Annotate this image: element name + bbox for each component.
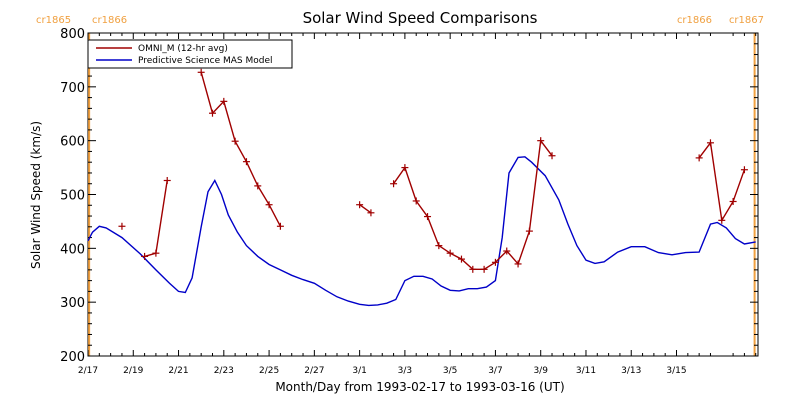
x-tick-label: 2/21 [168, 366, 188, 376]
omni-data-point [457, 255, 465, 263]
omni-data-point [718, 216, 726, 224]
legend-label-mas: Predictive Science MAS Model [138, 56, 273, 66]
carrington-lines [88, 33, 756, 356]
data-series [87, 68, 756, 307]
omni-data-point [401, 164, 409, 172]
omni-data-point [525, 227, 533, 235]
omni-data-point [435, 242, 443, 250]
cr-label-left-1: cr1865 [36, 15, 71, 26]
omni-data-point [254, 182, 262, 190]
omni-data-point [491, 258, 499, 266]
y-tick-label: 400 [60, 242, 85, 257]
x-tick-label: 3/5 [443, 366, 457, 376]
omni-data-point [220, 97, 228, 105]
omni-data-point [424, 213, 432, 221]
omni-data-point [503, 247, 511, 255]
x-tick-label: 3/1 [352, 366, 366, 376]
plot-area-frame [87, 32, 759, 357]
omni-data-point [231, 137, 239, 145]
omni-data-point [390, 180, 398, 188]
x-tick-label: 3/9 [533, 366, 548, 376]
omni-data-point [740, 166, 748, 174]
omni-data-point [163, 177, 171, 185]
x-tick-label: 3/15 [666, 366, 686, 376]
x-tick-label: 2/23 [214, 366, 234, 376]
x-tick-label: 3/11 [576, 366, 596, 376]
omni-data-point [446, 249, 454, 257]
y-axis-label: Solar Wind Speed (km/s) [29, 121, 43, 269]
y-tick-label: 300 [60, 296, 85, 311]
y-tick-label: 500 [60, 189, 85, 204]
series-line-omni-segment-5 [698, 141, 746, 223]
x-tick-label: 2/27 [304, 366, 324, 376]
omni-data-point [514, 260, 522, 268]
omni-data-point [265, 201, 273, 209]
x-tick-label: 2/19 [123, 366, 143, 376]
series-line-omni-segment-3 [359, 204, 372, 214]
omni-data-point [695, 154, 703, 162]
omni-data-point [276, 222, 284, 230]
y-tick-label: 700 [60, 81, 85, 96]
series-line-omni-segment-2 [200, 72, 282, 227]
legend-label-omni: OMNI_M (12-hr avg) [138, 44, 228, 54]
x-tick-label: 3/13 [621, 366, 641, 376]
legend: OMNI_M (12-hr avg) Predictive Science MA… [87, 39, 293, 69]
omni-data-point [152, 249, 160, 257]
chart-title: Solar Wind Speed Comparisons [303, 9, 538, 27]
y-tick-label: 800 [60, 27, 85, 42]
omni-data-point [469, 265, 477, 273]
y-tick-label: 600 [60, 135, 85, 150]
cr-label-right-1: cr1866 [677, 15, 712, 26]
omni-data-point [141, 252, 149, 260]
x-tick-label: 3/3 [398, 366, 412, 376]
legend-box [87, 39, 293, 69]
omni-data-point [480, 265, 488, 273]
omni-data-point [118, 222, 126, 230]
x-tick-label: 2/17 [78, 366, 98, 376]
series-line-mas-model [87, 156, 756, 307]
x-axis-label: Month/Day from 1993-02-17 to 1993-03-16 … [275, 380, 564, 394]
omni-data-point [729, 197, 737, 205]
x-tick-label: 2/25 [259, 366, 279, 376]
axis-ticks: 2/17 2/19 2/21 2/23 2/25 2/27 3/1 3/3 3/5 3/7 3/9 3… [60, 27, 758, 376]
omni-data-point [537, 137, 545, 145]
series-line-omni-segment-1 [144, 180, 168, 258]
omni-data-point [356, 201, 364, 209]
cr-label-left-2: cr1866 [92, 15, 127, 26]
omni-data-point [197, 68, 205, 76]
omni-data-point [412, 197, 420, 205]
omni-data-point [242, 158, 250, 166]
omni-data-point [548, 152, 556, 160]
cr-label-right-2: cr1867 [729, 15, 764, 26]
omni-data-point [367, 209, 375, 217]
omni-data-point [208, 109, 216, 117]
y-tick-label: 200 [60, 350, 85, 365]
x-tick-label: 3/7 [488, 366, 502, 376]
omni-data-point [706, 139, 714, 147]
